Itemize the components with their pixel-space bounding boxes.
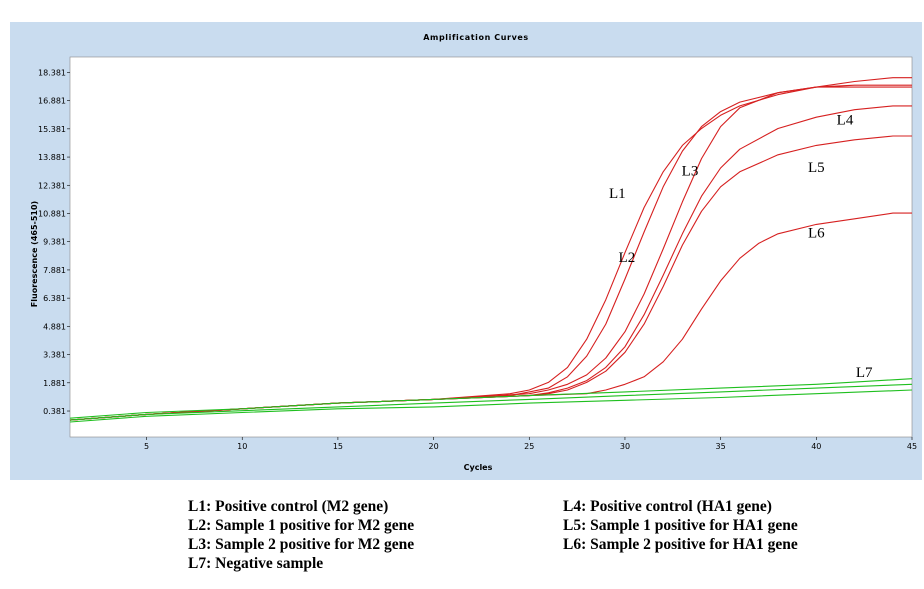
legend-item-l5: L5: Sample 1 positive for HA1 gene: [563, 517, 798, 534]
curve-label-l2: L2: [619, 250, 636, 266]
plot-area: [69, 56, 913, 438]
y-tick-label: 18.381: [38, 68, 66, 77]
curve-l7: [69, 378, 913, 419]
y-axis: 0.381 1.881 3.381 4.881 6.381 7.881 9.381 10.88…: [38, 68, 70, 416]
y-tick-label: 15.381: [38, 125, 66, 134]
curve-label-l3: L3: [682, 164, 699, 180]
y-tick-label: 10.881: [38, 209, 66, 218]
x-tick-label: 30: [620, 442, 630, 451]
chart-svg: Amplification Curves 0.381 1.881 3.381 4.88…: [10, 22, 922, 480]
legend-item-l4: L4: Positive control (HA1 gene): [563, 498, 772, 515]
curve-label-l5: L5: [808, 160, 825, 176]
amplification-chart: Amplification Curves 0.381 1.881 3.381 4.88…: [10, 22, 922, 480]
curve-negative-7: [69, 383, 913, 421]
x-axis: 5 10 15 20 25 30 35 40 45: [144, 437, 917, 451]
legend-item-l2: L2: Sample 1 positive for M2 gene: [188, 517, 415, 534]
x-tick-label: 15: [333, 442, 343, 451]
x-tick-label: 35: [716, 442, 726, 451]
x-tick-label: 40: [811, 442, 821, 451]
legend-item-l3: L3: Sample 2 positive for M2 gene: [188, 536, 415, 553]
y-tick-label: 1.881: [43, 379, 66, 388]
legend-item-l7: L7: Negative sample: [188, 555, 324, 572]
curve-label-l6: L6: [808, 226, 825, 242]
x-tick-label: 45: [907, 442, 917, 451]
y-tick-label: 3.381: [43, 351, 66, 360]
x-tick-label: 5: [144, 442, 149, 451]
chart-title: Amplification Curves: [423, 33, 529, 42]
y-tick-label: 0.381: [43, 407, 66, 416]
curves-group: [69, 77, 913, 423]
legend: L1: Positive control (M2 gene) L2: Sampl…: [188, 498, 888, 586]
y-tick-label: 16.881: [38, 97, 66, 106]
curve-label-l4: L4: [837, 113, 854, 129]
y-tick-label: 6.381: [43, 294, 66, 303]
x-tick-label: 10: [237, 442, 247, 451]
y-tick-label: 9.381: [43, 238, 66, 247]
legend-item-l6: L6: Sample 2 positive for HA1 gene: [563, 536, 798, 553]
curve-label-l7: L7: [856, 365, 873, 381]
x-tick-label: 20: [428, 442, 438, 451]
y-tick-label: 7.881: [43, 266, 66, 275]
x-axis-label: Cycles: [464, 463, 493, 472]
y-axis-label: Fluorescence (465-510): [30, 201, 39, 307]
curve-label-l1: L1: [609, 186, 626, 202]
curve-labels: L1 L2 L3 L4 L5 L6 L7: [609, 113, 873, 381]
y-tick-label: 12.381: [38, 181, 66, 190]
x-tick-label: 25: [524, 442, 534, 451]
legend-item-l1: L1: Positive control (M2 gene): [188, 498, 389, 515]
curve-negative-8: [69, 389, 913, 423]
y-tick-label: 4.881: [43, 322, 66, 331]
y-tick-label: 13.881: [38, 153, 66, 162]
